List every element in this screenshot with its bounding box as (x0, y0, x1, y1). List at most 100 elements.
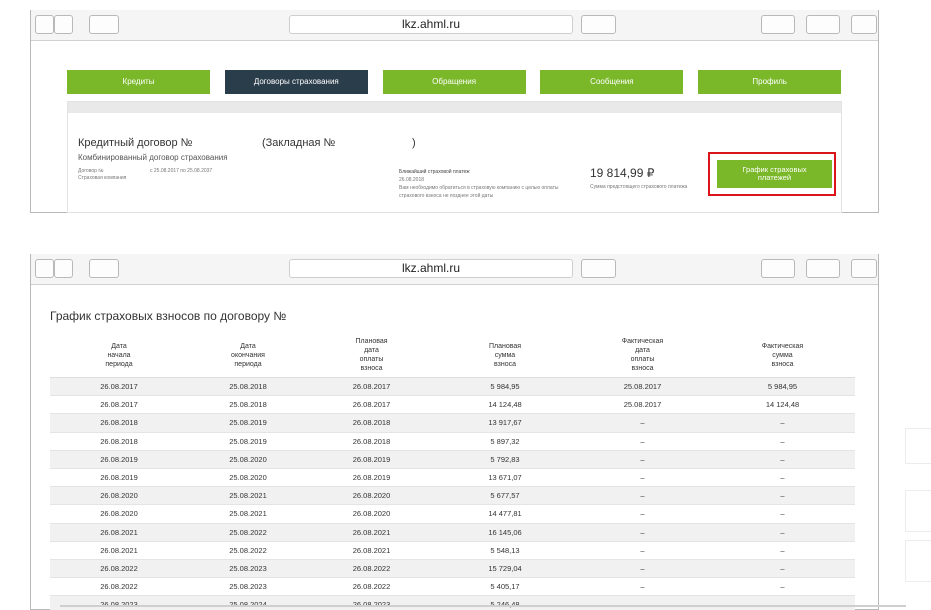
table-cell: 25.08.2017 (575, 395, 710, 415)
forward-button[interactable] (54, 259, 73, 278)
column-header: Плановая дата оплаты взноса (308, 333, 435, 378)
column-header: Фактическая дата оплаты взноса (575, 333, 710, 378)
table-body: 26.08.2017 25.08.2018 26.08.2017 5 984,95 25… (50, 377, 855, 610)
header-line: оплаты (630, 356, 655, 363)
header-line: оплаты (359, 356, 384, 363)
url-bar[interactable]: lkz.ahml.ru (289, 15, 573, 34)
highlight-frame (708, 152, 836, 196)
nav-bar: Кредиты Договоры страхования Обращения Сооб… (67, 70, 842, 100)
column-header: Плановая сумма взноса (435, 333, 575, 378)
table-cell: – (710, 450, 855, 469)
table-cell: 26.08.2017 (50, 395, 188, 415)
table-cell: 25.08.2017 (575, 377, 710, 397)
panel-band (68, 102, 841, 113)
table-cell: – (710, 486, 855, 506)
table-cell: 26.08.2019 (308, 468, 435, 488)
table-head: Дата начала периода Дата окончания периода Пла… (50, 333, 855, 378)
header-line: взноса (631, 365, 654, 372)
contract-period: с 25.08.2017 по 25.08.2037 (150, 168, 213, 174)
table-cell: 15 729,04 (435, 559, 575, 579)
nav-button[interactable]: Профиль (698, 70, 842, 94)
forward-button[interactable] (54, 15, 73, 34)
table-cell: – (575, 595, 710, 610)
url-bar[interactable]: lkz.ahml.ru (289, 259, 573, 278)
card-title: Кредитный договор № (78, 137, 193, 149)
side-shadow (905, 428, 931, 464)
table-cell: 26.08.2019 (50, 450, 188, 469)
table-row: 26.08.2017 25.08.2018 26.08.2017 14 124,48 2… (50, 395, 855, 415)
header-line: сумма (494, 351, 516, 359)
sidebar-button[interactable] (89, 259, 119, 278)
sidebar-button[interactable] (89, 15, 119, 34)
share-button[interactable] (806, 15, 840, 34)
payment-amount: 19 814,99 ₽ (590, 166, 655, 180)
notice-line: страхового взноса не позднее этой даты (399, 193, 494, 199)
table-row: 26.08.2018 25.08.2019 26.08.2018 5 897,32– – (50, 432, 855, 451)
contract-panel: Кредитный договор № (Закладная № ) Комби… (67, 101, 842, 213)
table-cell: – (575, 450, 710, 469)
table-cell: – (710, 595, 855, 610)
header-line: дата (364, 347, 379, 354)
table-cell: 26.08.2017 (50, 377, 188, 397)
tabs-button[interactable] (851, 259, 877, 278)
table-cell: 14 124,48 (435, 395, 575, 415)
table-cell: – (575, 504, 710, 524)
table-cell: – (710, 468, 855, 488)
table-row: 26.08.2022 25.08.2023 26.08.2022 15 729,04–… (50, 559, 855, 579)
table-cell: – (710, 541, 855, 560)
header-line: Фактическая (761, 342, 804, 350)
table-row: 26.08.2019 25.08.2020 26.08.2019 5 792,83– – (50, 450, 855, 469)
table-cell: 26.08.2018 (50, 432, 188, 451)
table-cell: 5 984,95 (435, 377, 575, 397)
mortgage-close: ) (412, 137, 416, 149)
header-line: взноса (493, 360, 516, 368)
next-payment-label: Ближайший страховой платеж (399, 169, 470, 175)
header-line: Дата (111, 342, 127, 350)
table-cell: 26.08.2019 (50, 468, 188, 488)
nav-button[interactable]: Обращения (382, 70, 526, 94)
header-line: начала (107, 351, 131, 359)
downloads-button[interactable] (761, 259, 795, 278)
nav-button[interactable]: Договоры страхования (224, 70, 368, 94)
table-cell: – (575, 432, 710, 451)
back-button[interactable] (35, 259, 54, 278)
nav-button[interactable]: Кредиты (67, 70, 210, 94)
table-cell: 26.08.2018 (50, 413, 188, 433)
downloads-button[interactable] (761, 15, 795, 34)
back-button[interactable] (35, 15, 54, 34)
next-payment-date: 26.08.2018 (399, 177, 425, 183)
header-line: Плановая (355, 338, 388, 345)
scrollbar (60, 605, 906, 607)
share-button[interactable] (806, 259, 840, 278)
table-row: 26.08.2019 25.08.2020 26.08.2019 13 671,07–… (50, 468, 855, 488)
table-cell: 26.08.2021 (308, 541, 435, 560)
header-line: сумма (772, 351, 793, 359)
bookmark-button[interactable] (581, 15, 616, 34)
table-cell: – (575, 577, 710, 597)
nav-button[interactable]: Сообщения (540, 70, 684, 94)
table-cell: 26.08.2020 (308, 504, 435, 524)
table-row: 26.08.2020 25.08.2021 26.08.2020 5 677,57– – (50, 486, 855, 506)
schedule-button[interactable]: График страховых платежей (717, 160, 832, 188)
table-cell: – (575, 486, 710, 506)
table-cell: 13 671,07 (435, 468, 575, 488)
table-cell: 26.08.2022 (50, 577, 188, 597)
header-line: Фактическая (621, 338, 664, 345)
table-cell: – (575, 413, 710, 433)
column-header: Дата окончания периода (188, 333, 308, 378)
table-cell: 26.08.2018 (308, 413, 435, 433)
header-line: Дата (240, 342, 256, 350)
table-cell: 26.08.2021 (308, 523, 435, 542)
tabs-button[interactable] (851, 15, 877, 34)
table-cell: 26.08.2023 (50, 595, 188, 610)
table-cell: 26.08.2020 (50, 504, 188, 524)
table-cell: 26.08.2021 (50, 541, 188, 560)
table-cell: 26.08.2017 (308, 395, 435, 415)
header-line: окончания (231, 351, 265, 359)
table-cell: 5 548,13 (435, 541, 575, 560)
table-cell: 26.08.2022 (308, 559, 435, 579)
table-cell: – (575, 559, 710, 579)
bookmark-button[interactable] (581, 259, 616, 278)
column-header: Дата начала периода (50, 333, 188, 378)
table-cell: – (575, 468, 710, 488)
